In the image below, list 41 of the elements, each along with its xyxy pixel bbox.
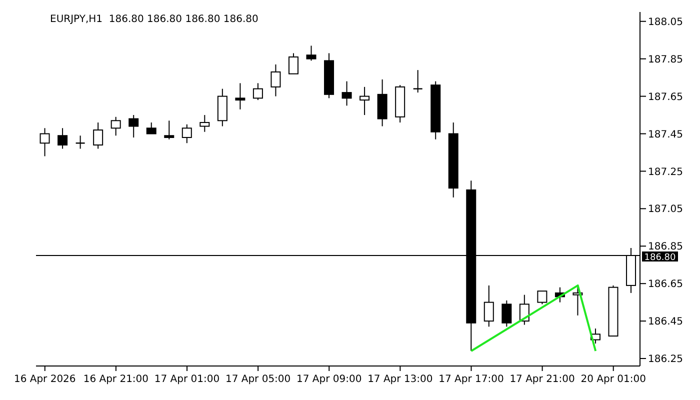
- candlestick: [235, 82, 246, 110]
- x-tick-label: 17 Apr 05:00: [225, 374, 291, 385]
- chart-title: EURJPY,H1 186.80 186.80 186.80 186.80: [50, 14, 258, 25]
- y-tick-label: 186.25: [648, 354, 683, 366]
- x-tick-label: 17 Apr 17:00: [438, 374, 504, 385]
- candlestick: [110, 116, 121, 136]
- candlestick: [182, 124, 192, 144]
- candlestick: [360, 86, 370, 116]
- x-tick-label: 20 Apr 01:00: [580, 374, 646, 385]
- candlestick: [537, 290, 548, 305]
- y-tick-label: 186.85: [648, 242, 683, 253]
- candlestick: [200, 114, 210, 132]
- candlestick: [306, 45, 316, 62]
- y-tick-label: 187.85: [648, 54, 683, 66]
- candlestick: [164, 120, 174, 140]
- candlestick: [128, 114, 139, 138]
- candlestick: [342, 80, 352, 106]
- candlestick: [412, 70, 423, 94]
- x-tick-label: 16 Apr 2026: [14, 374, 76, 385]
- y-tick-label: 186.45: [648, 316, 683, 328]
- candlestick: [252, 82, 263, 101]
- x-tick-label: 17 Apr 01:00: [154, 374, 220, 385]
- candlestick: [146, 122, 156, 134]
- y-tick-label: 187.05: [648, 204, 683, 216]
- x-tick-label: 17 Apr 09:00: [296, 374, 362, 385]
- x-tick-label: 17 Apr 13:00: [368, 374, 433, 385]
- candlestick: [40, 128, 50, 157]
- y-tick-label: 187.45: [648, 129, 683, 140]
- candlestick: [484, 284, 494, 328]
- x-tick-label: 17 Apr 21:00: [510, 374, 575, 385]
- candlestick: [288, 52, 298, 74]
- ref-line-label: 186.80: [644, 252, 676, 263]
- x-tick-label: 16 Apr 21:00: [83, 374, 149, 385]
- y-tick-label: 187.25: [648, 166, 683, 178]
- candlestick: [270, 64, 281, 97]
- y-tick-label: 186.65: [648, 279, 683, 290]
- candlestick: [93, 122, 104, 150]
- candlestick: [502, 300, 512, 328]
- y-tick-label: 188.05: [648, 16, 683, 28]
- candlestick: [58, 128, 68, 150]
- y-tick-label: 187.65: [648, 92, 683, 103]
